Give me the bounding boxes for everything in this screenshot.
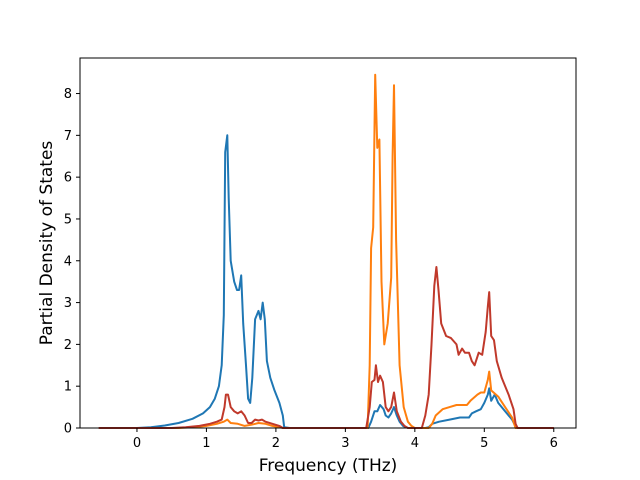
y-axis-label: Partial Density of States	[37, 141, 57, 346]
y-tick-label: 0	[64, 422, 72, 437]
plot-frame	[79, 57, 577, 429]
y-tick-label: 5	[64, 212, 72, 227]
y-tick-label: 3	[64, 296, 72, 311]
x-axis-label: Frequency (THz)	[259, 456, 398, 476]
x-tick-label: 5	[480, 436, 488, 451]
x-tick-label: 2	[272, 436, 280, 451]
x-tick-label: 6	[550, 436, 558, 451]
x-tick-label: 3	[341, 436, 349, 451]
y-tick-label: 6	[64, 171, 72, 186]
y-axis-ticks: 0 1 2 3 4 5 6 7 8	[64, 87, 80, 437]
y-tick-label: 8	[64, 87, 72, 102]
x-tick-label: 1	[202, 436, 210, 451]
y-tick-label: 4	[64, 254, 72, 269]
y-tick-label: 1	[64, 380, 72, 395]
x-tick-label: 0	[133, 436, 141, 451]
series-group	[98, 73, 554, 429]
x-tick-label: 4	[411, 436, 419, 451]
y-tick-label: 7	[64, 129, 72, 144]
series-line-2	[98, 73, 554, 429]
x-axis-ticks: 0 1 2 3 4 5 6	[133, 428, 558, 451]
series-line-3	[98, 266, 554, 429]
y-tick-label: 2	[64, 338, 72, 353]
